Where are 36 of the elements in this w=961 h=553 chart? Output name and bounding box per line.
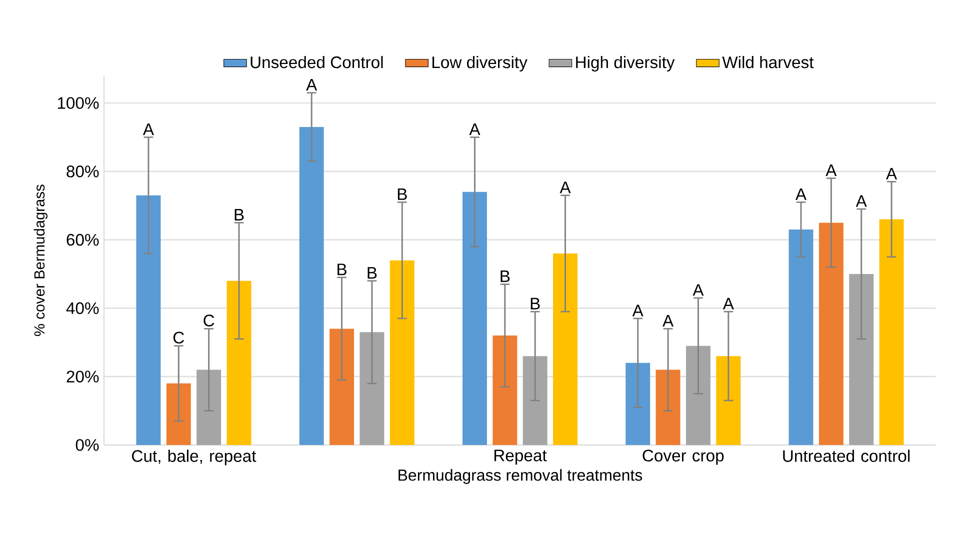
legend-label: Unseeded Control — [250, 56, 383, 68]
y-axis-title: % cover Bermudagrass — [34, 184, 48, 336]
annotation: B — [530, 298, 540, 310]
x-tick-label: Cut, bale, repeat — [132, 450, 256, 466]
annotation: A — [722, 298, 734, 310]
annotation: A — [856, 195, 867, 207]
legend-label: High diversity — [576, 56, 675, 72]
y-tick-label: 0% — [76, 439, 99, 451]
annotation: A — [306, 79, 318, 90]
annotation: A — [886, 168, 898, 180]
annotation: A — [469, 123, 480, 135]
x-tick-label: Repeat — [494, 450, 547, 465]
annotation: A — [692, 284, 704, 296]
y-tick-label: 40% — [66, 302, 99, 314]
legend-label: Low diversity — [432, 56, 528, 72]
annotation: B — [234, 208, 244, 220]
annotation: A — [662, 314, 674, 326]
annotation: C — [204, 314, 214, 326]
x-tick-label: Untreated control — [783, 450, 910, 462]
annotation: B — [398, 188, 407, 200]
y-tick-label: 60% — [66, 234, 99, 246]
annotation: B — [338, 264, 346, 276]
annotation: A — [142, 123, 154, 135]
x-axis-title: Bermudagrass removal treatments — [398, 469, 642, 484]
annotation: A — [795, 188, 807, 200]
annotation: A — [826, 164, 837, 176]
annotation: B — [368, 267, 377, 279]
x-tick-label: Cover crop — [642, 450, 724, 465]
annotation: A — [632, 304, 644, 316]
annotation: C — [173, 332, 184, 344]
annotation: B — [500, 270, 510, 282]
y-tick-label: 80% — [66, 166, 99, 178]
y-tick-label: 20% — [66, 370, 99, 382]
y-tick-label: 100% — [58, 97, 99, 109]
legend-label: Wild harvest — [722, 56, 814, 68]
annotation: A — [560, 182, 571, 194]
